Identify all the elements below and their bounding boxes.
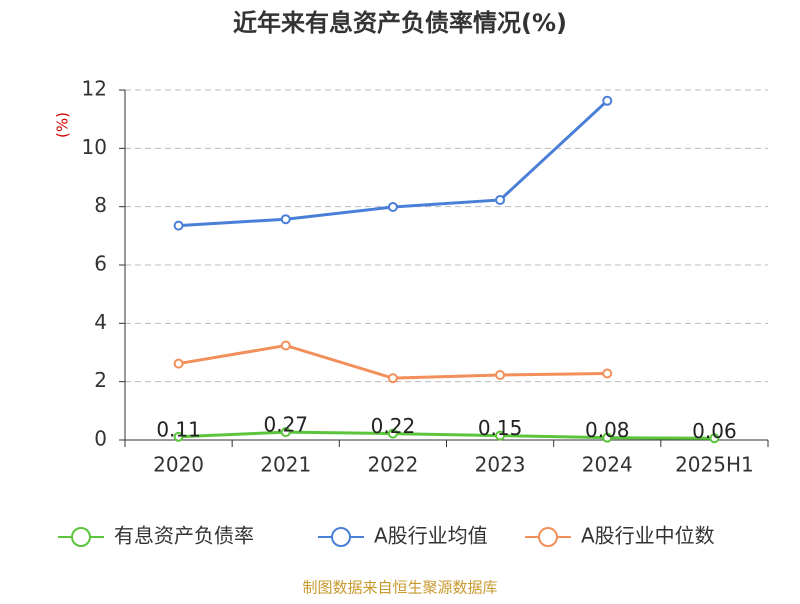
data-point <box>709 433 720 444</box>
x-tick-label: 2025H1 <box>675 453 754 477</box>
legend-marker <box>71 527 91 547</box>
data-point <box>173 358 184 369</box>
x-tick-label: 2023 <box>475 453 526 477</box>
legend-marker <box>331 527 351 547</box>
data-point <box>280 340 291 351</box>
x-tick-label: 2021 <box>260 453 311 477</box>
data-point <box>602 368 613 379</box>
data-label: 0.15 <box>478 416 523 440</box>
legend-label: A股行业中位数 <box>581 524 715 548</box>
legend-label: 有息资产负债率 <box>114 524 254 548</box>
y-tick-label: 0 <box>94 427 107 451</box>
legend-label: A股行业均值 <box>374 524 488 548</box>
data-point <box>602 432 613 443</box>
x-tick-label: 2024 <box>582 453 633 477</box>
y-tick-label: 6 <box>94 252 107 276</box>
data-point <box>280 214 291 225</box>
data-label: 0.08 <box>585 418 630 442</box>
data-point <box>495 194 506 205</box>
data-point <box>495 369 506 380</box>
series-line <box>178 430 715 440</box>
x-tick-label: 2020 <box>153 453 204 477</box>
data-point <box>173 431 184 442</box>
y-axis-label: (%) <box>54 112 72 138</box>
data-point <box>387 373 398 384</box>
data-point <box>602 95 613 106</box>
y-tick-label: 10 <box>82 135 107 159</box>
x-tick-label: 2022 <box>367 453 418 477</box>
data-point <box>387 428 398 439</box>
data-label: 0.06 <box>692 419 737 443</box>
y-tick-label: 8 <box>94 193 107 217</box>
data-point <box>173 220 184 231</box>
y-tick-label: 2 <box>94 368 107 392</box>
data-label: 0.11 <box>156 417 201 441</box>
data-label: 0.22 <box>371 414 416 438</box>
legend-marker <box>538 527 558 547</box>
source-note: 制图数据来自恒生聚源数据库 <box>302 579 497 597</box>
data-point <box>387 201 398 212</box>
data-point <box>280 427 291 438</box>
data-point <box>495 430 506 441</box>
y-tick-label: 4 <box>94 310 107 334</box>
data-label: 0.27 <box>263 413 308 437</box>
chart-title: 近年来有息资产负债率情况(%) <box>233 9 567 37</box>
y-tick-label: 12 <box>82 77 107 101</box>
